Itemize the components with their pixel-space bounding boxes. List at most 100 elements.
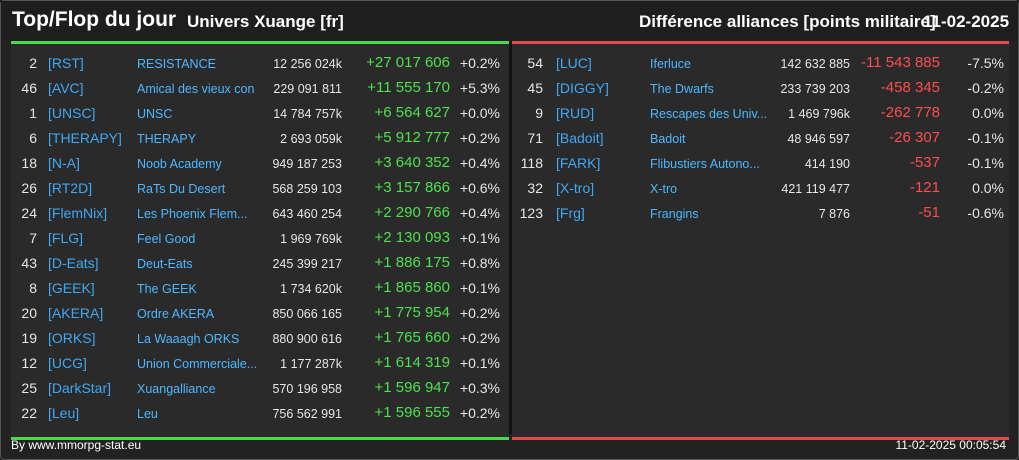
points-difference: -458 345 (880, 79, 940, 96)
percent-change: -0.6% (967, 205, 1004, 221)
percent-change: +0.2% (459, 305, 500, 321)
points-difference: -26 307 (889, 129, 940, 146)
alliance-tag-link[interactable]: [ORKS] (48, 330, 96, 346)
alliance-tag-link[interactable]: [THERAPY] (48, 130, 122, 146)
alliance-name-link[interactable]: Leu (137, 407, 158, 421)
alliance-rank: 46 (21, 80, 37, 96)
alliance-tag-link[interactable]: [UCG] (48, 355, 87, 371)
alliance-name-link[interactable]: Xuangalliance (137, 382, 216, 396)
alliance-rank: 43 (21, 255, 37, 271)
list-item: 8 [GEEK] The GEEK 1 734 620k +1 865 860 +0.1% (11, 276, 509, 301)
list-item: 7 [FLG] Feel Good 1 969 769k +2 130 093 +0.1% (11, 226, 509, 251)
alliance-points: 142 632 885 (780, 57, 850, 71)
alliance-name-link[interactable]: Deut-Eats (137, 257, 193, 271)
alliance-name-link[interactable]: Les Phoenix Flem... (137, 207, 248, 221)
alliance-name-link[interactable]: X-tro (650, 182, 678, 196)
points-difference: +5 912 777 (374, 129, 451, 146)
list-item: 2 [RST] RESISTANCE 12 256 024k +27 017 606 +0… (11, 51, 509, 76)
percent-change: +0.4% (459, 155, 500, 171)
alliance-name-link[interactable]: THERAPY (137, 132, 197, 146)
alliance-tag-link[interactable]: [AVC] (48, 80, 84, 96)
alliance-name-link[interactable]: Frangins (650, 207, 699, 221)
alliance-tag-link[interactable]: [D-Eats] (48, 255, 99, 271)
alliance-tag-link[interactable]: [LUC] (556, 55, 592, 71)
alliance-name-link[interactable]: The GEEK (137, 282, 197, 296)
header-date: 11-02-2025 (923, 12, 1010, 31)
alliance-points: 14 784 757k (273, 107, 342, 121)
alliance-name-link[interactable]: Amical des vieux con (137, 82, 255, 96)
alliance-rank: 45 (527, 80, 543, 96)
alliance-tag-link[interactable]: [FLG] (48, 230, 84, 246)
alliance-tag-link[interactable]: [FARK] (556, 155, 601, 171)
points-difference: +1 596 947 (374, 379, 451, 396)
percent-change: +0.1% (459, 280, 500, 296)
list-item: 1 [UNSC] UNSC 14 784 757k +6 564 627 +0.0% (11, 101, 509, 126)
points-difference: +27 017 606 (366, 54, 450, 71)
alliance-name-link[interactable]: Noob Academy (137, 157, 222, 171)
flop-list: 54 [LUC] Iferluce 142 632 885 -11 543 885 -7.… (512, 41, 1009, 440)
percent-change: +5.3% (459, 80, 500, 96)
percent-change: +0.8% (459, 255, 500, 271)
alliance-name-link[interactable]: Flibustiers Autono... (650, 157, 760, 171)
footer-timestamp: 11-02-2025 00:05:54 (895, 438, 1006, 452)
alliance-tag-link[interactable]: [DIGGY] (556, 80, 609, 96)
alliance-name-link[interactable]: RESISTANCE (137, 57, 216, 71)
alliance-tag-link[interactable]: [Frg] (556, 205, 585, 221)
list-item: 46 [AVC] Amical des vieux con 229 091 811 +1… (11, 76, 509, 101)
alliance-tag-link[interactable]: [DarkStar] (48, 380, 112, 396)
percent-change: 0.0% (972, 105, 1004, 121)
alliance-tag-link[interactable]: [GEEK] (48, 280, 95, 296)
alliance-points: 48 946 597 (787, 132, 850, 146)
list-item: 71 [Badoit] Badoit 48 946 597 -26 307 -0.1% (512, 126, 1009, 151)
alliance-name-link[interactable]: UNSC (137, 107, 173, 121)
alliance-points: 2 693 059k (280, 132, 342, 146)
alliance-rank: 7 (29, 230, 37, 246)
percent-change: +0.1% (459, 355, 500, 371)
alliance-points: 1 969 769k (280, 232, 342, 246)
alliance-name-link[interactable]: Ordre AKERA (137, 307, 215, 321)
list-item: 118 [FARK] Flibustiers Autono... 414 190 -53… (512, 151, 1009, 176)
alliance-rank: 118 (520, 155, 543, 171)
points-difference: +1 775 954 (374, 304, 451, 321)
universe-label: Univers Xuange [fr] (187, 12, 344, 31)
alliance-tag-link[interactable]: [X-tro] (556, 180, 595, 196)
list-item: 22 [Leu] Leu 756 562 991 +1 596 555 +0.2% (11, 401, 509, 426)
alliance-tag-link[interactable]: [RUD] (556, 105, 595, 121)
points-difference: +11 555 170 (367, 79, 450, 96)
alliance-points: 949 187 253 (272, 157, 342, 171)
percent-change: +0.3% (459, 380, 500, 396)
list-item: 25 [DarkStar] Xuangalliance 570 196 958 +1 5… (11, 376, 509, 401)
alliance-rank: 18 (21, 155, 37, 171)
alliance-name-link[interactable]: The Dwarfs (650, 82, 714, 96)
alliance-points: 880 900 616 (272, 332, 342, 346)
alliance-tag-link[interactable]: [FlemNix] (48, 205, 108, 221)
list-item: 6 [THERAPY] THERAPY 2 693 059k +5 912 777 +0.… (11, 126, 509, 151)
percent-change: +0.0% (459, 105, 500, 121)
list-item: 20 [AKERA] Ordre AKERA 850 066 165 +1 775 95… (11, 301, 509, 326)
alliance-tag-link[interactable]: [RT2D] (48, 180, 93, 196)
alliance-tag-link[interactable]: [Leu] (48, 405, 80, 421)
alliance-name-link[interactable]: La Waaagh ORKS (137, 332, 240, 346)
points-difference: -537 (909, 154, 940, 171)
source-credit: By www.mmorpg-stat.eu (11, 438, 142, 452)
alliance-tag-link[interactable]: [RST] (48, 55, 84, 71)
alliance-name-link[interactable]: Badoit (650, 132, 686, 146)
alliance-tag-link[interactable]: [UNSC] (48, 105, 96, 121)
header: Top/Flop du jour Univers Xuange [fr] Dif… (1, 1, 1018, 41)
alliance-points: 643 460 254 (272, 207, 342, 221)
alliance-tag-link[interactable]: [Badoit] (556, 130, 604, 146)
alliance-rank: 24 (21, 205, 37, 221)
alliance-name-link[interactable]: Iferluce (650, 57, 691, 71)
alliance-name-link[interactable]: Rescapes des Univ... (650, 107, 768, 121)
alliance-name-link[interactable]: RaTs Du Desert (137, 182, 226, 196)
alliance-rank: 26 (21, 180, 37, 196)
points-difference: +1 614 319 (374, 354, 451, 371)
points-difference: +2 290 766 (374, 204, 451, 221)
alliance-rank: 54 (527, 55, 543, 71)
top-list: 2 [RST] RESISTANCE 12 256 024k +27 017 606 +0… (11, 41, 509, 440)
alliance-tag-link[interactable]: [AKERA] (48, 305, 104, 321)
alliance-name-link[interactable]: Union Commerciale... (137, 357, 258, 371)
alliance-points: 414 190 (804, 157, 850, 171)
alliance-name-link[interactable]: Feel Good (137, 232, 196, 246)
alliance-tag-link[interactable]: [N-A] (48, 155, 80, 171)
